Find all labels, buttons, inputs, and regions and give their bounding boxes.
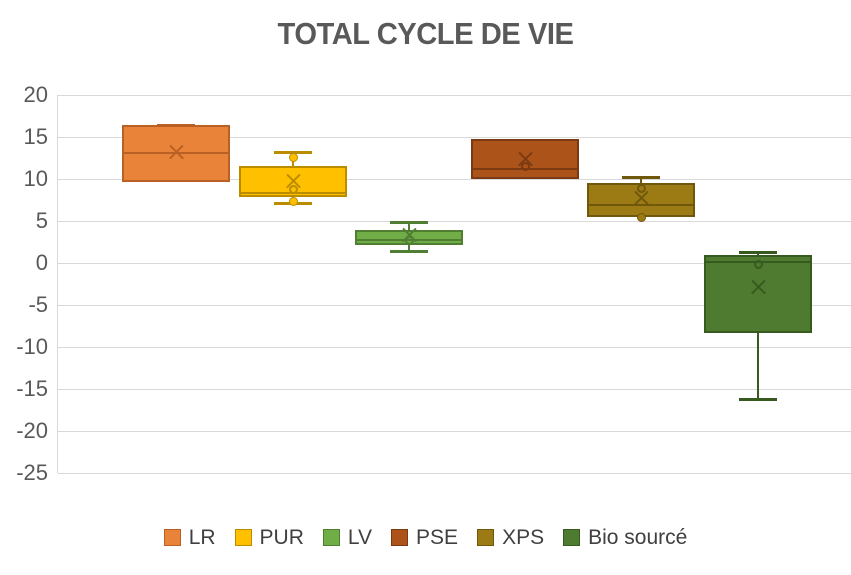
- y-axis-tick-label: 15: [23, 124, 48, 149]
- y-axis-tick-label: -5: [28, 292, 48, 317]
- legend-item-xps: XPS: [477, 527, 544, 548]
- legend-item-bio-sourc-: Bio sourcé: [563, 527, 687, 548]
- y-axis-line: [57, 95, 58, 473]
- gridline: [58, 220, 851, 222]
- boxplot-bio-sourc--lower-whisker: [757, 332, 759, 400]
- boxplot-bio-sourc--mean-marker: [750, 279, 767, 296]
- legend-label: PSE: [416, 526, 459, 549]
- legend-item-lr: LR: [163, 526, 216, 549]
- boxplot-xps-outlier-point: [636, 183, 646, 193]
- gridline: [58, 388, 851, 390]
- gridline: [58, 262, 851, 264]
- y-axis-tick-label: 10: [23, 166, 48, 191]
- legend-label: LV: [347, 526, 373, 549]
- legend-swatch: [563, 529, 581, 546]
- legend-label: Bio sourcé: [588, 526, 688, 549]
- y-axis-tick-label: 20: [23, 82, 48, 107]
- boxplot-lv-outlier-point: [404, 235, 414, 245]
- legend-label: LR: [188, 526, 216, 549]
- y-axis-tick-label: -10: [16, 334, 48, 359]
- legend-swatch: [477, 529, 495, 546]
- gridline: [58, 472, 851, 474]
- gridline: [58, 346, 851, 348]
- boxplot-xps-outlier-point: [636, 213, 646, 223]
- boxplot-pur-outlier-point: [288, 152, 298, 162]
- boxplot-lr-mean-marker: [168, 144, 185, 161]
- legend-label: PUR: [259, 526, 304, 549]
- boxplot-pur-outlier-point: [288, 197, 298, 207]
- y-axis-tick-label: 0: [35, 250, 48, 275]
- legend-swatch: [322, 529, 340, 546]
- gridline: [58, 136, 851, 138]
- y-axis-tick-label: -25: [16, 460, 48, 485]
- boxplot-bio-sourc--outlier-point: [753, 260, 763, 270]
- gridline: [58, 304, 851, 306]
- boxplot-lv-lower-whisker-cap: [390, 249, 428, 253]
- gridline: [58, 94, 851, 96]
- legend-label: XPS: [502, 526, 545, 549]
- boxplot-pur-outlier-point: [288, 185, 298, 195]
- legend-swatch: [234, 529, 252, 546]
- chart-title: TOTAL CYCLE DE VIE: [277, 16, 574, 51]
- gridline: [58, 430, 851, 432]
- boxplot-xps-upper-whisker: [640, 177, 642, 184]
- boxplot-lv-upper-whisker-cap: [390, 221, 428, 225]
- boxplot-xps-upper-whisker-cap: [622, 175, 660, 179]
- legend: LR PUR LV PSE XPS Bio sourcé: [0, 527, 851, 548]
- legend-item-pse: PSE: [391, 527, 458, 548]
- boxplot-pse-outlier-point: [520, 161, 530, 171]
- y-axis-tick-label: -20: [16, 418, 48, 443]
- legend-item-lv: LV: [322, 526, 373, 549]
- gridline: [58, 178, 851, 180]
- legend-swatch: [163, 529, 181, 546]
- boxplot-bio-sourc--upper-whisker-cap: [739, 251, 777, 255]
- legend-item-pur: PUR: [234, 526, 304, 549]
- boxplot-bio-sourc--lower-whisker-cap: [739, 397, 777, 401]
- y-axis-tick-label: 5: [35, 208, 48, 233]
- boxplot-lv-lower-whisker: [408, 244, 410, 252]
- y-axis-tick-label: -15: [16, 376, 48, 401]
- legend-swatch: [391, 529, 409, 546]
